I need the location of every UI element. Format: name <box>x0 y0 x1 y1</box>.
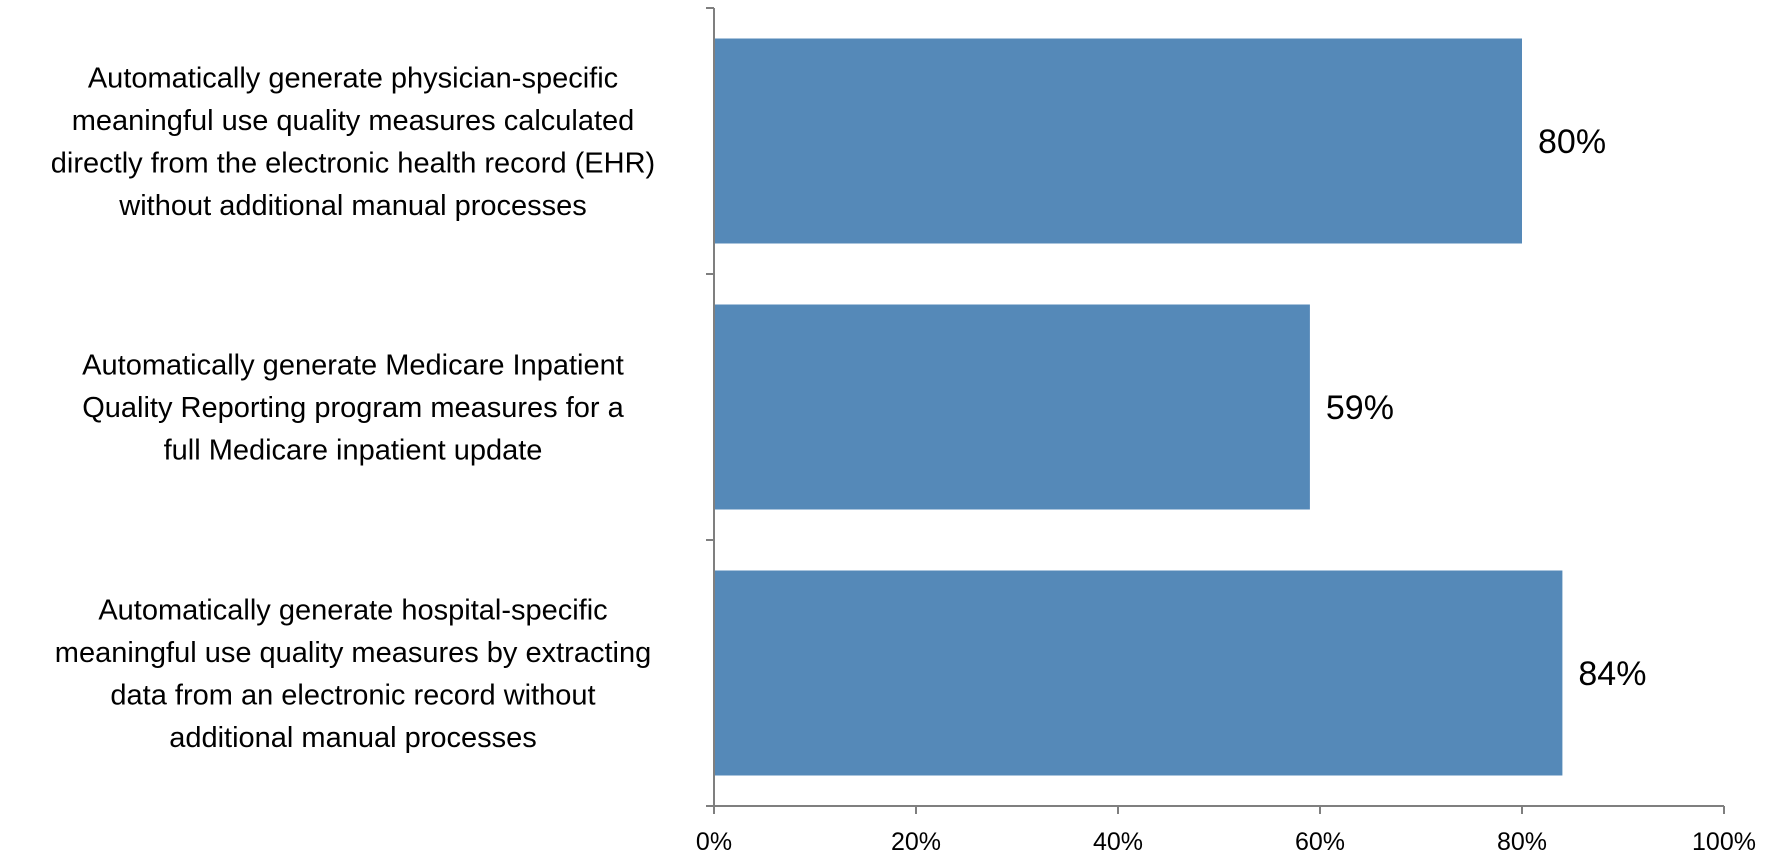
x-tick-label-0: 0% <box>696 828 732 856</box>
labels-group: 80% Automatically generate physician-spec… <box>51 62 1756 856</box>
category-label-line: meaningful use quality measures by extra… <box>55 637 651 669</box>
bar-1 <box>714 38 1522 244</box>
category-label-2: Automatically generate Medicare Inpatien… <box>82 350 624 467</box>
x-tick-label-5: 100% <box>1692 828 1756 856</box>
bar-3 <box>714 570 1563 776</box>
bar-2 <box>714 304 1310 510</box>
category-label-3: Automatically generate hospital-specific… <box>55 594 651 754</box>
category-label-line: Quality Reporting program measures for a <box>82 392 624 424</box>
data-label-1: 80% <box>1538 123 1606 161</box>
category-label-line: full Medicare inpatient update <box>164 435 543 467</box>
data-label-3: 84% <box>1578 655 1646 693</box>
x-tick-label-4: 80% <box>1497 828 1547 856</box>
x-tick-label-3: 60% <box>1295 828 1345 856</box>
category-label-line: without additional manual processes <box>118 190 587 222</box>
category-label-line: directly from the electronic health reco… <box>51 147 655 179</box>
category-label-line: data from an electronic record without <box>110 679 595 711</box>
data-label-2: 59% <box>1326 389 1394 427</box>
axes-group <box>706 7 1725 814</box>
x-tick-label-1: 20% <box>891 828 941 856</box>
x-tick-label-2: 40% <box>1093 828 1143 856</box>
category-label-line: Automatically generate physician-specifi… <box>88 62 618 94</box>
category-label-1: Automatically generate physician-specifi… <box>51 62 655 222</box>
category-label-line: meaningful use quality measures calculat… <box>72 105 635 137</box>
category-label-line: Automatically generate Medicare Inpatien… <box>82 350 624 382</box>
category-label-line: Automatically generate hospital-specific <box>98 594 607 626</box>
bars-group <box>714 38 1563 776</box>
category-label-line: additional manual processes <box>169 722 537 754</box>
